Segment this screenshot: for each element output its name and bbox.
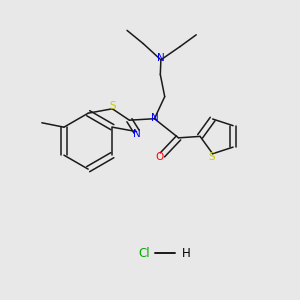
Text: O: O [155, 152, 164, 162]
Text: N: N [157, 53, 165, 63]
Text: S: S [109, 101, 116, 111]
Text: S: S [209, 152, 215, 162]
Text: N: N [151, 113, 159, 123]
Text: N: N [133, 129, 141, 139]
Text: H: H [182, 247, 190, 260]
Text: Cl: Cl [138, 247, 150, 260]
